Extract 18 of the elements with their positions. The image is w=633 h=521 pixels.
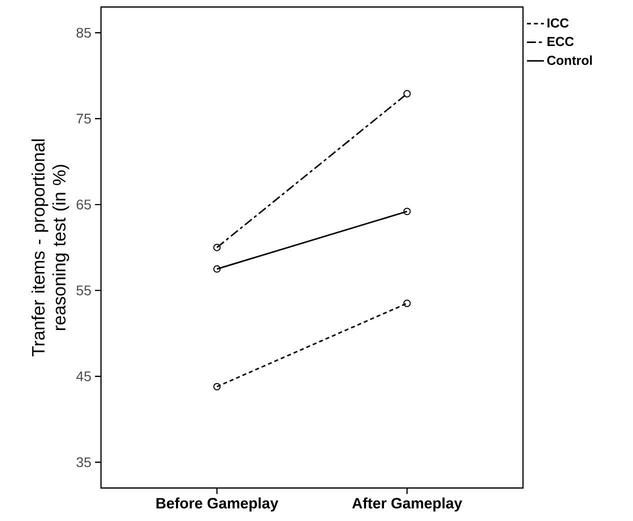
y-tick-label: 55 <box>76 286 91 296</box>
point <box>213 244 221 252</box>
point <box>403 208 411 216</box>
y-tick-label: 35 <box>76 457 91 468</box>
legend-label: Control <box>547 55 592 65</box>
point <box>403 90 411 98</box>
point <box>403 300 411 308</box>
legend-label: ICC <box>548 18 569 28</box>
point <box>213 265 221 273</box>
legend-label: ECC <box>548 36 574 46</box>
point <box>213 382 221 390</box>
y-tick-label: 75 <box>76 114 91 124</box>
y-tick-label: 85 <box>76 28 91 38</box>
x-tick-label: After Gameplay <box>352 498 462 512</box>
y-tick-label: 45 <box>76 371 91 382</box>
x-tick-label: Before Gameplay <box>156 498 278 512</box>
y-tick-label: 65 <box>76 200 91 210</box>
y-axis-title: Tranfer items - proportional reasoning test (in %) <box>31 139 70 356</box>
